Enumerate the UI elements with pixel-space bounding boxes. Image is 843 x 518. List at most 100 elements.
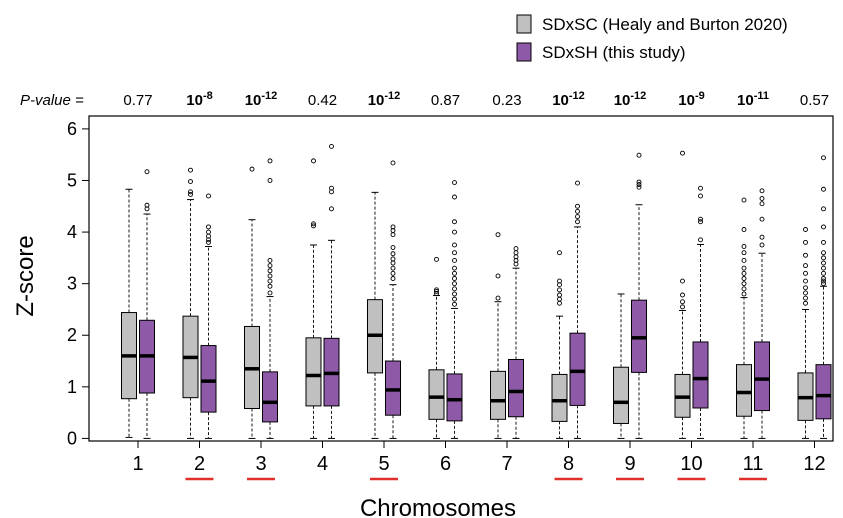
box-iqr	[613, 366, 629, 424]
outlier-point	[452, 286, 457, 292]
legend-swatch-sdxsc	[516, 14, 532, 34]
y-tick-label: 0	[67, 428, 77, 448]
pvalue-chr5: 10-12	[368, 90, 401, 109]
x-tick-label-chr11: 11	[743, 453, 764, 475]
outlier-point	[557, 300, 562, 306]
pvalue-chr6: 0.87	[431, 92, 460, 109]
outlier-point	[741, 276, 747, 281]
outlier-point	[434, 256, 439, 262]
outlier-point	[390, 270, 396, 276]
y-tick-label: 6	[67, 119, 77, 139]
outlier-point	[452, 281, 457, 287]
outlier-point	[390, 260, 396, 266]
outlier-point	[741, 286, 747, 292]
y-axis: 0 1 2 3 4 5 6	[67, 119, 89, 448]
box-sdxsc-chr10	[674, 150, 691, 439]
outlier-point	[698, 216, 703, 222]
y-tick-label: 4	[67, 222, 77, 242]
box-iqr	[262, 371, 278, 423]
outlier-point	[680, 299, 685, 305]
outlier-point	[452, 242, 457, 248]
outlier-point	[759, 242, 765, 248]
outlier-point	[311, 223, 316, 229]
x-tick-label-chr5: 5	[378, 453, 389, 475]
outlier-point	[452, 194, 457, 200]
pvalue-chr7: 0.23	[492, 92, 521, 109]
box-sdxsc-chr3	[244, 166, 260, 439]
outlier-point	[575, 208, 580, 214]
outlier-point	[741, 291, 747, 297]
outlier-point	[803, 285, 808, 291]
outlier-point	[267, 178, 273, 183]
legend: SDxSC (Healy and Burton 2020) SDxSH (thi…	[516, 14, 788, 62]
outlier-point	[803, 263, 808, 269]
outlier-point	[495, 295, 501, 301]
box-sdxsc-chr12	[797, 227, 814, 439]
box-sdxsc-chr11	[736, 197, 752, 439]
outlier-point	[741, 227, 747, 232]
outlier-point	[390, 265, 396, 271]
x-tick-label-chr2: 2	[194, 453, 205, 475]
outlier-point	[267, 158, 273, 164]
outlier-point	[698, 219, 703, 225]
legend-label-sdxsh: SDxSH (this study)	[542, 43, 686, 62]
outlier-point	[249, 166, 255, 172]
x-tick-label-chr4: 4	[317, 453, 328, 475]
outlier-point	[821, 276, 826, 281]
y-tick-label: 5	[67, 170, 77, 190]
outlier-point	[267, 278, 273, 284]
box-sdxsc-chr5	[367, 191, 383, 439]
pvalue-chr1: 0.77	[123, 92, 152, 109]
x-tick-label-chr1: 1	[132, 453, 143, 475]
outlier-point	[680, 150, 685, 156]
outlier-point	[390, 232, 396, 238]
outlier-point	[557, 292, 562, 298]
outlier-point	[821, 250, 826, 256]
box-iqr	[692, 341, 709, 409]
outlier-point	[636, 152, 642, 158]
box-iqr	[815, 364, 832, 420]
boxes	[121, 143, 832, 439]
outlier-point	[452, 250, 457, 256]
outlier-point	[267, 273, 273, 279]
legend-swatch-sdxsh	[516, 42, 532, 62]
outlier-point	[680, 278, 685, 284]
outlier-point	[452, 180, 457, 185]
outlier-point	[821, 239, 826, 245]
outlier-point	[329, 185, 334, 191]
y-tick-label: 1	[67, 377, 77, 397]
outlier-point	[452, 296, 457, 302]
outlier-point	[390, 245, 396, 250]
outlier-point	[821, 270, 826, 276]
outlier-point	[741, 265, 747, 271]
pvalue-chr2: 10-8	[186, 90, 212, 109]
outlier-point	[206, 239, 211, 245]
outlier-point	[698, 237, 703, 243]
box-sdxsh-chr4	[323, 143, 340, 439]
pvalue-label: P-value =	[20, 92, 84, 109]
box-sdxsh-chr7	[508, 246, 524, 439]
outlier-point	[803, 252, 808, 258]
outlier-point	[390, 224, 396, 230]
pvalue-chr12: 0.57	[800, 92, 829, 109]
outlier-point	[513, 246, 519, 252]
outlier-point	[390, 276, 396, 281]
outlier-point	[821, 155, 826, 161]
x-tick-label-chr8: 8	[563, 453, 574, 475]
outlier-point	[803, 300, 808, 306]
box-sdxsc-chr8	[551, 250, 568, 439]
box-sdxsh-chr8	[569, 180, 586, 439]
box-sdxsh-chr10	[692, 185, 709, 439]
box-iqr	[200, 345, 217, 413]
box-iqr	[551, 373, 568, 422]
outlier-point	[513, 250, 519, 256]
outlier-point	[188, 191, 193, 197]
outlier-point	[206, 193, 211, 199]
x-tick-label-chr9: 9	[624, 453, 635, 475]
outlier-point	[821, 224, 826, 230]
box-iqr	[569, 332, 586, 406]
x-tick-label-chr7: 7	[501, 453, 512, 475]
outlier-point	[759, 216, 765, 222]
box-sdxsc-chr2	[182, 167, 199, 439]
